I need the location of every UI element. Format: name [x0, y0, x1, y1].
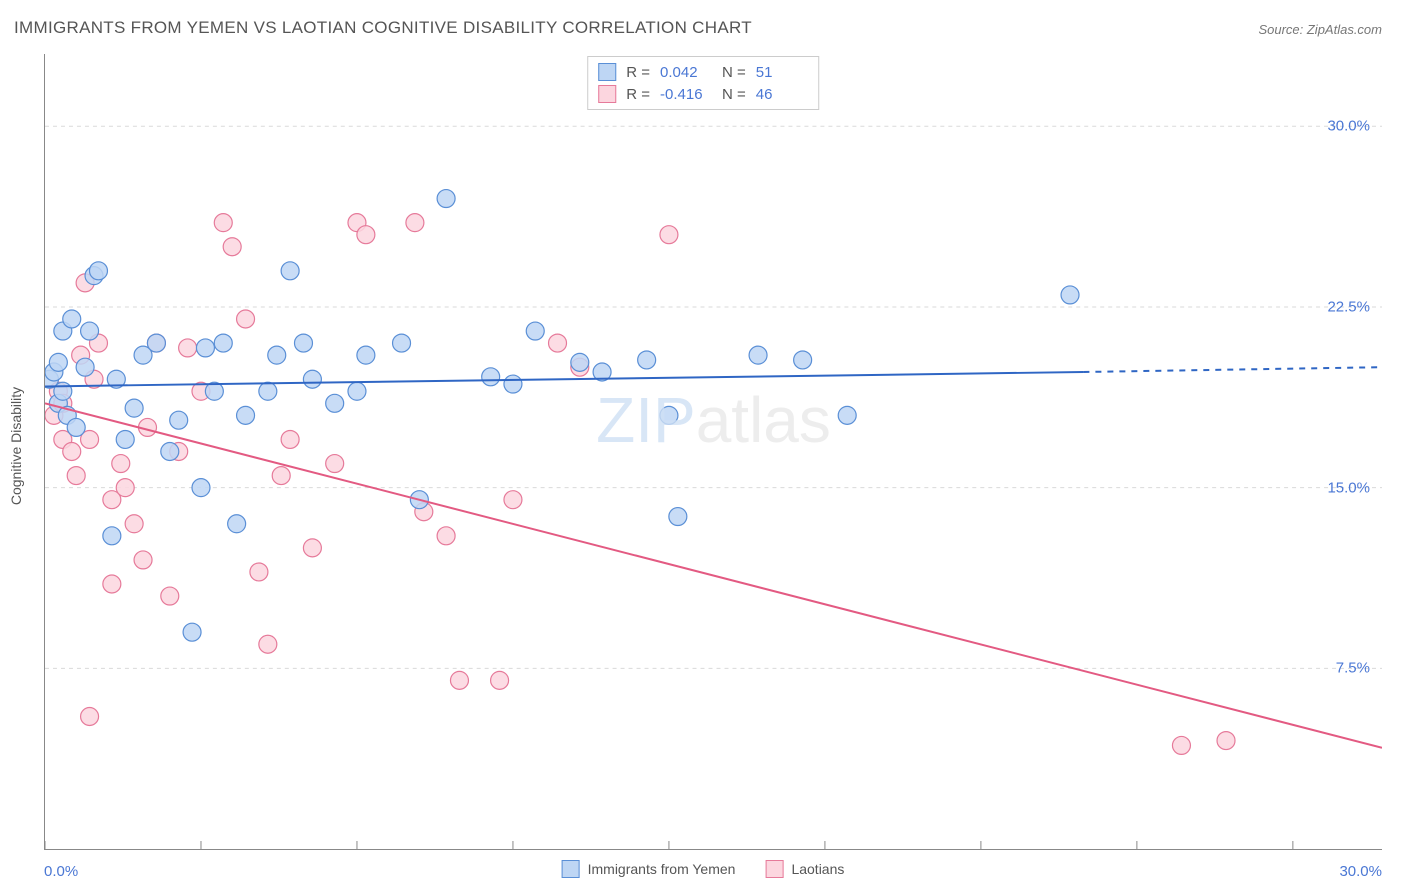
y-tick-label: 15.0% [1327, 479, 1370, 496]
legend-label: Immigrants from Yemen [588, 861, 736, 877]
r-value: -0.416 [660, 86, 712, 103]
swatch-icon [765, 860, 783, 878]
legend-item-laotian: Laotians [765, 860, 844, 878]
y-tick-label: 7.5% [1336, 660, 1370, 677]
scatter-chart [45, 54, 1382, 849]
swatch-icon [598, 63, 616, 81]
n-value: 51 [756, 64, 808, 81]
legend-item-yemen: Immigrants from Yemen [562, 860, 736, 878]
n-label: N = [722, 86, 746, 103]
y-tick-label: 30.0% [1327, 118, 1370, 135]
legend-label: Laotians [791, 861, 844, 877]
r-label: R = [626, 86, 650, 103]
series-legend: Immigrants from Yemen Laotians [562, 860, 845, 878]
n-label: N = [722, 64, 746, 81]
y-axis-label: Cognitive Disability [8, 387, 24, 505]
swatch-icon [562, 860, 580, 878]
x-axis-max-label: 30.0% [1339, 863, 1382, 880]
swatch-icon [598, 85, 616, 103]
chart-title: IMMIGRANTS FROM YEMEN VS LAOTIAN COGNITI… [14, 18, 752, 38]
plot-area: ZIPatlas 7.5%15.0%22.5%30.0% [44, 54, 1382, 850]
x-axis-min-label: 0.0% [44, 863, 78, 880]
stats-legend: R = 0.042 N = 51 R = -0.416 N = 46 [587, 56, 819, 110]
y-tick-label: 22.5% [1327, 298, 1370, 315]
source-link[interactable]: ZipAtlas.com [1307, 22, 1382, 37]
source-label: Source: [1258, 22, 1306, 37]
r-value: 0.042 [660, 64, 712, 81]
r-label: R = [626, 64, 650, 81]
source-credit: Source: ZipAtlas.com [1258, 22, 1382, 37]
stats-row-yemen: R = 0.042 N = 51 [598, 61, 808, 83]
n-value: 46 [756, 86, 808, 103]
stats-row-laotian: R = -0.416 N = 46 [598, 83, 808, 105]
